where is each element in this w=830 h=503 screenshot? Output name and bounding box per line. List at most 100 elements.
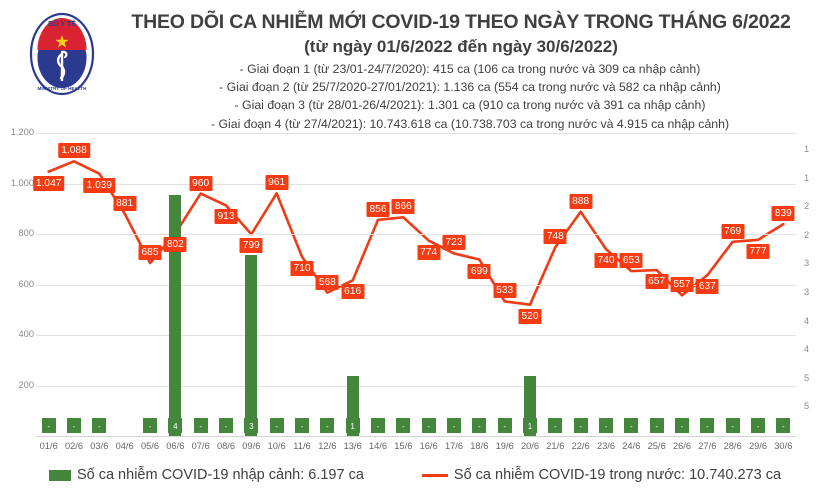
- x-axis-tick: 03/6: [90, 441, 109, 451]
- imported-value-label: -: [497, 418, 512, 433]
- imported-value-label: -: [725, 418, 740, 433]
- x-axis-tick: 12/6: [318, 441, 337, 451]
- gridline: [36, 183, 796, 185]
- domestic-value-label: 856: [366, 201, 390, 217]
- domestic-value-label: 1.088: [58, 143, 90, 159]
- domestic-value-label: 616: [341, 284, 365, 300]
- domestic-value-label: 839: [771, 206, 795, 222]
- y-axis-tick-right: 4: [804, 344, 810, 355]
- domestic-value-label: 520: [518, 308, 542, 324]
- x-axis-tick: 11/6: [293, 441, 311, 451]
- phase-item: - Giai đoạn 4 (từ 27/4/2021): 10.743.618…: [210, 116, 730, 131]
- domestic-value-label: 769: [721, 223, 745, 239]
- phase-item: - Giai đoạn 2 (từ 25/7/2020-27/01/2021):…: [219, 80, 721, 95]
- domestic-value-label: 960: [189, 175, 213, 191]
- chart-plot-area: 1.200 1.000 800 600 400 200 5 5 4 4 3 3 2 2 1 1 1.047 1.0…: [11, 127, 809, 437]
- imported-value-label: 1: [523, 418, 537, 433]
- gridline: [36, 133, 796, 134]
- domestic-value-label: 740: [594, 253, 618, 269]
- domestic-value-label: 1.047: [32, 175, 65, 191]
- imported-value-label: -: [675, 418, 689, 433]
- y-axis-tick-left: 200: [18, 379, 34, 390]
- page-subtitle: (từ ngày 01/6/2022 đến ngày 30/6/2022): [304, 37, 618, 56]
- x-axis-tick: 26/6: [672, 441, 692, 451]
- domestic-value-label: 533: [493, 283, 517, 299]
- x-axis-tick: 29/6: [748, 441, 768, 451]
- x-axis-tick: 25/6: [647, 441, 666, 451]
- domestic-value-label: 913: [214, 209, 238, 225]
- imported-value-label: 1: [345, 418, 360, 433]
- y-axis-tick-right: 1: [804, 172, 810, 183]
- domestic-value-label: 657: [645, 274, 669, 290]
- x-axis-tick: 13/6: [343, 441, 362, 451]
- domestic-value-label: 568: [315, 274, 339, 290]
- domestic-value-label: 557: [670, 277, 694, 293]
- domestic-value-label: 699: [467, 263, 491, 279]
- y-axis-tick-right: 4: [804, 315, 810, 326]
- y-axis-tick-right: 2: [804, 229, 810, 240]
- x-axis-tick: 04/6: [115, 441, 134, 451]
- x-axis-tick: 19/6: [495, 441, 514, 451]
- imported-cases-bar: [245, 254, 258, 436]
- y-axis-tick-left: 1.000: [10, 177, 34, 188]
- x-axis-line: [36, 436, 796, 437]
- gridline: [36, 284, 796, 286]
- x-axis-tick: 20/6: [520, 441, 540, 451]
- domestic-value-label: 653: [619, 253, 643, 269]
- y-axis-tick-right: 2: [804, 201, 810, 212]
- imported-value-label: -: [649, 418, 664, 433]
- gridline: [36, 234, 796, 235]
- x-axis-tick: 18/6: [470, 441, 489, 451]
- y-axis-tick-left: 800: [18, 228, 34, 238]
- imported-value-label: -: [599, 418, 613, 433]
- domestic-value-label: 777: [746, 243, 770, 259]
- imported-value-label: -: [67, 418, 81, 433]
- imported-value-label: -: [700, 418, 715, 433]
- domestic-value-label: 723: [442, 235, 466, 251]
- x-axis-tick: 24/6: [622, 441, 641, 451]
- x-axis-tick: 17/6: [444, 441, 464, 451]
- domestic-value-label: 866: [391, 199, 415, 215]
- x-axis-tick: 05/6: [140, 441, 160, 451]
- domestic-value-label: 774: [417, 244, 441, 260]
- gridline: [36, 335, 796, 336]
- phase-item: - Giai đoạn 1 (từ 23/01-24/7/2020): 415 …: [239, 62, 701, 76]
- imported-value-label: 4: [168, 418, 183, 433]
- imported-value-label: -: [396, 418, 411, 433]
- y-axis-tick-right: 5: [804, 401, 810, 412]
- imported-value-label: -: [41, 418, 56, 433]
- page-title: THEO DÕI CA NHIỄM MỚI COVID-19 THEO NGÀY…: [131, 11, 791, 33]
- imported-value-label: -: [472, 418, 487, 433]
- imported-value-label: -: [751, 418, 765, 433]
- x-axis-tick: 09/6: [242, 441, 261, 451]
- chart-legend: Số ca nhiễm COVID-19 nhập cảnh: 6.197 ca…: [0, 467, 830, 483]
- domestic-value-label: 961: [265, 175, 289, 191]
- x-axis-tick: 07/6: [191, 441, 210, 451]
- imported-value-label: -: [269, 418, 284, 433]
- ministry-of-health-logo-icon: BỘ Y TẾ MINISTRY OF HEALTH: [27, 10, 97, 102]
- x-axis-tick: 02/6: [64, 441, 84, 451]
- domestic-value-label: 748: [543, 229, 567, 245]
- imported-value-label: -: [320, 418, 335, 433]
- domestic-value-label: 881: [113, 195, 137, 211]
- imported-value-label: -: [447, 418, 461, 433]
- y-axis-tick-right: 3: [804, 287, 810, 298]
- x-axis-tick: 08/6: [216, 441, 236, 451]
- imported-value-label: -: [92, 418, 107, 433]
- imported-value-label: -: [421, 418, 436, 433]
- imported-value-label: -: [193, 418, 208, 433]
- x-axis-tick: 15/6: [394, 441, 413, 451]
- x-axis-tick: 14/6: [368, 441, 388, 451]
- domestic-value-label: 888: [569, 193, 593, 209]
- imported-value-label: -: [295, 418, 309, 433]
- phase-summary-list: - Giai đoạn 1 (từ 23/01-24/7/2020): 415 …: [120, 60, 820, 133]
- x-axis-tick: 22/6: [571, 441, 590, 451]
- imported-value-label: -: [548, 418, 563, 433]
- imported-value-label: -: [371, 418, 385, 433]
- gridline: [36, 385, 796, 387]
- phase-item: - Giai đoạn 3 (từ 28/01-26/4/2021): 1.30…: [234, 98, 706, 113]
- legend-item-domestic: Số ca nhiễm COVID-19 trong nước: 10.740.…: [421, 467, 781, 483]
- domestic-value-label: 710: [290, 260, 314, 276]
- x-axis-tick: 23/6: [596, 441, 616, 451]
